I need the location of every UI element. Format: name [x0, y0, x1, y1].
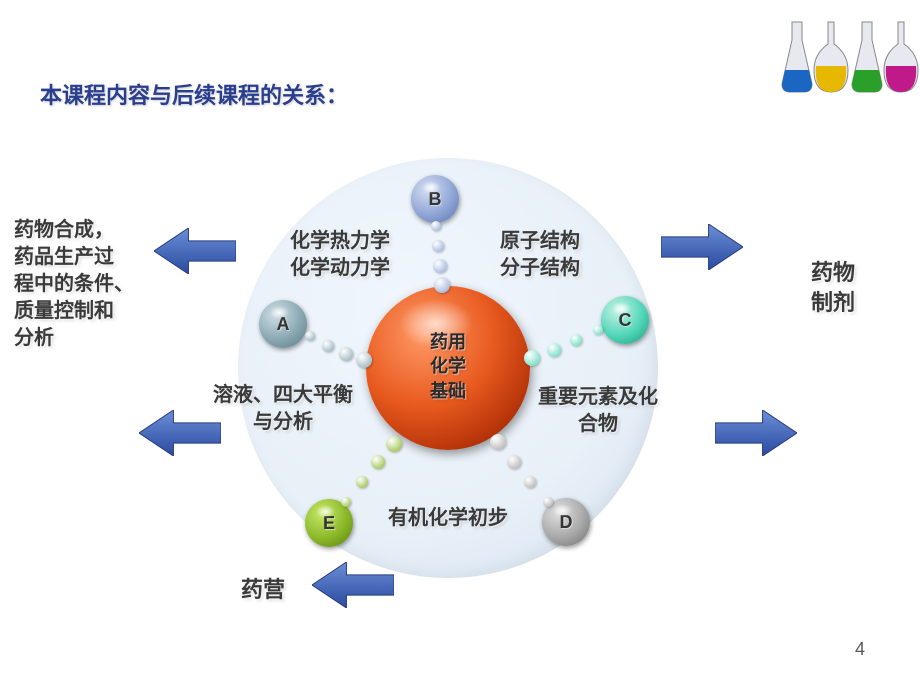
connector-dot [431, 221, 441, 231]
connector-dot [547, 343, 561, 357]
connector-dot [490, 434, 506, 450]
outcome-left: 药物合成，药品生产过程中的条件、质量控制和分析 [14, 217, 134, 352]
arrow-mid-right [715, 410, 797, 456]
connector-dot [386, 436, 402, 452]
topic-label-b: 原子结构分子结构 [500, 228, 580, 282]
page-number: 4 [855, 639, 865, 660]
arrow-mid-left [139, 410, 221, 456]
node-c: C [601, 296, 649, 344]
topic-label-d: 有机化学初步 [388, 505, 508, 532]
outcome-bottom: 药营 [241, 575, 285, 605]
node-b: B [411, 175, 459, 223]
node-a: A [259, 300, 307, 348]
arrow-bottom-left [312, 562, 394, 608]
topic-label-a: 化学热力学化学动力学 [290, 228, 390, 282]
connector-dot [356, 352, 372, 368]
topic-label-c: 重要元素及化合物 [538, 384, 658, 438]
slide-title: 本课程内容与后续课程的关系： [40, 78, 348, 110]
connector-dot [543, 497, 553, 507]
connector-dot [356, 476, 368, 488]
connector-dot [507, 455, 521, 469]
connector-dot [433, 259, 447, 273]
topic-label-e: 溶液、四大平衡与分析 [213, 382, 353, 436]
connector-dot [371, 455, 385, 469]
flasks-decoration [780, 12, 920, 102]
arrow-top-left [154, 228, 236, 274]
connector-dot [570, 334, 582, 346]
connector-dot [322, 340, 334, 352]
arrow-top-right [661, 224, 743, 270]
connector-dot [524, 476, 536, 488]
connector-dot [593, 325, 603, 335]
outcome-right: 药物制剂 [811, 258, 855, 317]
connector-dot [341, 497, 351, 507]
connector-dot [524, 350, 540, 366]
connector-dot [434, 277, 450, 293]
center-text: 药用化学基础 [408, 330, 488, 403]
connector-dot [305, 331, 315, 341]
connector-dot [339, 347, 353, 361]
connector-dot [432, 240, 444, 252]
